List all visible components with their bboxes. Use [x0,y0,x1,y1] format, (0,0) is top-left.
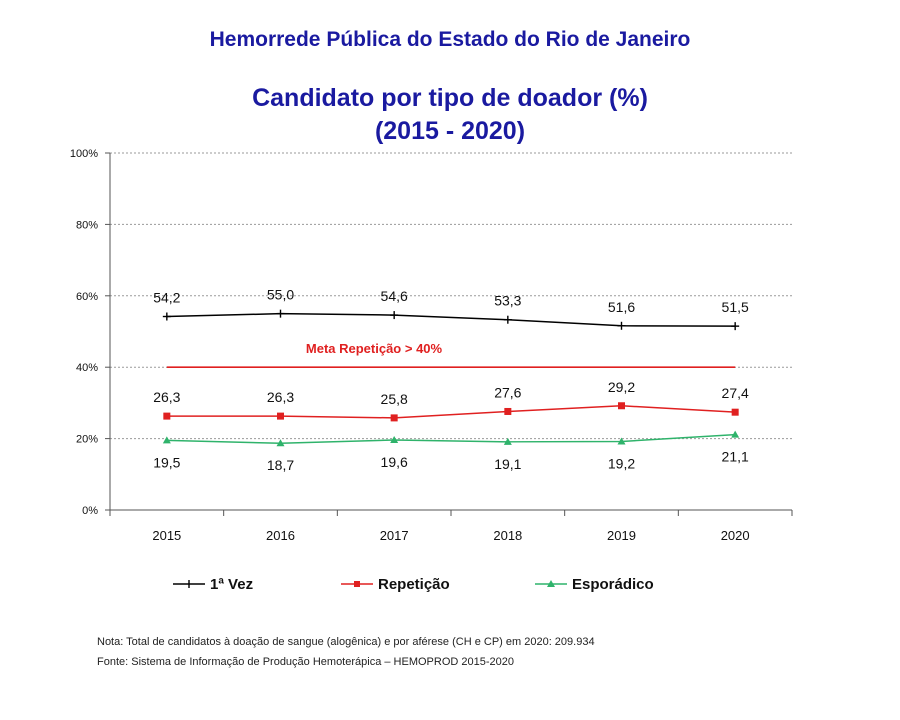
data-point [618,402,625,410]
y-tick-label: 60% [76,291,98,303]
data-label: 51,5 [722,299,749,315]
legend-label-repeticao: Repetição [378,575,450,593]
y-tick-label: 100% [70,148,98,160]
data-label: 19,6 [381,454,408,470]
data-point [277,412,284,420]
data-point [276,309,285,318]
series-line-0 [166,312,736,327]
data-label: 19,2 [608,455,635,471]
data-point [390,414,398,422]
y-tick-label: 0% [82,505,98,517]
data-point [390,436,399,444]
data-point [276,439,285,447]
data-point [503,437,512,445]
data-label: 27,6 [494,384,521,400]
data-point [162,436,171,444]
data-point [617,437,626,445]
data-point [162,312,171,321]
data-label: 26,3 [267,389,294,405]
y-tick-label: 80% [76,219,98,231]
data-label: 25,8 [381,391,408,407]
data-label: 27,4 [722,385,749,401]
legend-item-repeticao: Repetição [340,574,450,594]
data-label: 54,2 [153,290,180,306]
data-point [731,322,740,331]
network-title: Hemorrede Pública do Estado do Rio de Ja… [209,28,691,51]
data-label: 53,3 [494,293,521,309]
data-label: 19,1 [494,456,521,472]
data-point [503,315,512,324]
series-line-1 [166,405,736,419]
x-tick-label: 2017 [380,528,409,543]
data-point [731,430,740,438]
legend-item-esporadico: Esporádico [534,574,654,594]
data-label: 19,5 [153,454,180,470]
x-tick-label: 2019 [607,528,636,543]
x-tick-label: 2015 [152,528,181,543]
data-label: 26,3 [153,389,180,405]
x-tick-label: 2016 [266,528,295,543]
data-label: 55,0 [267,287,294,303]
legend-marker-esporadico [535,580,567,587]
data-label: 21,1 [722,449,749,465]
data-label: 29,2 [608,379,635,395]
legend-item-primeira-vez: 1ª Vez [172,574,253,594]
legend-marker-repeticao [341,581,373,587]
data-point [617,321,626,330]
y-tick-label: 40% [76,362,98,374]
source-text: Fonte: Sistema de Informação de Produção… [97,656,514,668]
data-point [163,412,171,420]
data-point [731,408,739,416]
chart-subtitle: (2015 - 2020) [374,117,526,145]
x-tick-label: 2018 [493,528,522,543]
note-text: Nota: Total de candidatos à doação de sa… [97,636,595,648]
series-line-2 [166,433,736,444]
legend-marker-primeira-vez [173,580,205,588]
data-point [504,407,512,415]
chart-title: Candidato por tipo de doador (%) [252,84,648,112]
legend-label-esporadico: Esporádico [572,575,654,593]
y-tick-label: 20% [76,434,98,446]
legend-label-primeira-vez: 1ª Vez [210,575,254,593]
data-point [390,311,399,320]
data-label: 54,6 [381,288,408,304]
reference-line-label: Meta Repetição > 40% [306,341,443,356]
data-label: 51,6 [608,299,635,315]
data-label: 18,7 [267,457,294,473]
x-tick-label: 2020 [721,528,750,543]
